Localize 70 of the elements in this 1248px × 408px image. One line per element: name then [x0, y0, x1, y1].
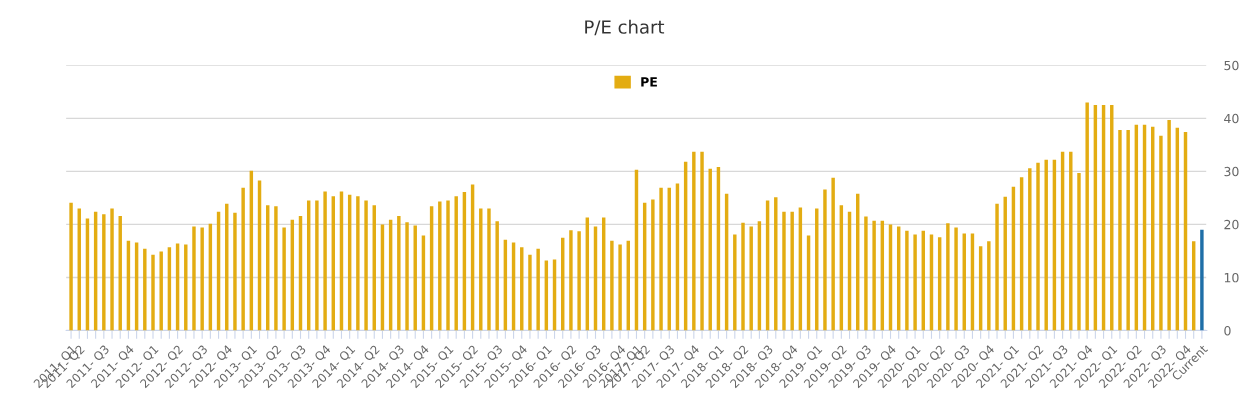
bar	[159, 251, 163, 331]
legend-label: PE	[641, 77, 657, 87]
bar	[446, 200, 450, 331]
bar	[1044, 159, 1048, 331]
bar	[790, 211, 794, 331]
bar	[69, 202, 73, 331]
y-tick-label: 30	[1224, 166, 1239, 177]
bar	[659, 187, 663, 331]
bar	[954, 227, 958, 331]
bar	[823, 189, 827, 331]
bar	[323, 191, 327, 331]
bar	[110, 208, 114, 331]
bar	[733, 234, 737, 331]
bar	[241, 187, 245, 331]
bar	[315, 200, 319, 331]
bar	[1069, 151, 1073, 331]
bar	[454, 196, 458, 331]
bar	[487, 208, 491, 331]
bar	[151, 254, 155, 331]
bar	[569, 230, 573, 331]
bar	[692, 151, 696, 331]
bar	[438, 201, 442, 331]
bar	[651, 199, 655, 331]
chart-title: P/E chart	[585, 19, 665, 36]
bar	[1036, 162, 1040, 331]
bar	[741, 222, 745, 331]
bar	[700, 151, 704, 331]
bar	[184, 244, 188, 331]
bar	[143, 248, 147, 331]
bar	[774, 197, 778, 331]
bar	[618, 244, 622, 331]
bar	[282, 227, 286, 331]
bar	[1028, 168, 1032, 331]
bar	[905, 230, 909, 331]
bar	[192, 226, 196, 331]
bar	[995, 203, 999, 331]
bar	[864, 216, 868, 331]
bar	[831, 177, 835, 331]
y-tick-label: 10	[1224, 272, 1239, 283]
y-tick-label: 40	[1224, 113, 1239, 124]
bar	[913, 234, 917, 331]
bar	[479, 208, 483, 331]
bar	[405, 222, 409, 331]
bar	[1118, 129, 1122, 331]
bar	[495, 221, 499, 331]
bar	[364, 200, 368, 331]
bar	[397, 215, 401, 331]
y-tick-label: 50	[1224, 60, 1239, 71]
bar	[102, 214, 106, 331]
bar	[1200, 229, 1204, 331]
bar	[610, 240, 614, 331]
bar	[200, 227, 204, 331]
bar	[1126, 129, 1130, 331]
bar	[233, 212, 237, 331]
bar	[536, 248, 540, 331]
bar	[946, 223, 950, 331]
bar	[577, 231, 581, 331]
y-tick-label: 20	[1224, 219, 1239, 230]
bar	[987, 241, 991, 331]
bar	[274, 206, 278, 331]
bar	[872, 220, 876, 331]
bar	[782, 211, 786, 331]
bar	[1167, 119, 1171, 331]
bar	[1077, 172, 1081, 331]
bar	[528, 254, 532, 331]
bar	[749, 226, 753, 331]
bar	[1159, 135, 1163, 331]
y-tick-label: 0	[1224, 325, 1231, 336]
bar	[1085, 102, 1089, 331]
bar	[356, 196, 360, 331]
